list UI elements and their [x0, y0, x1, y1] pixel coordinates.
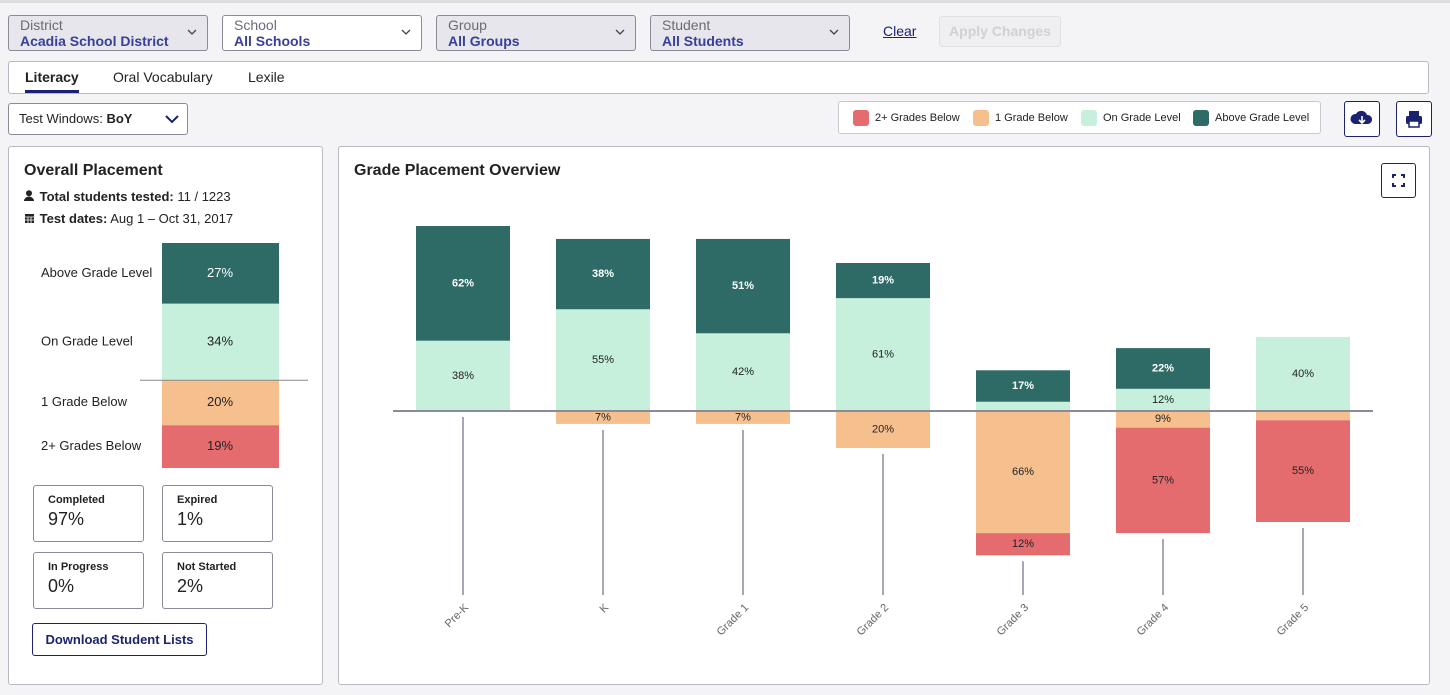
student-filter[interactable]: Student All Students — [650, 15, 850, 51]
filter-value: Acadia School District — [20, 33, 169, 49]
chevron — [829, 29, 839, 35]
tab[interactable]: Literacy — [25, 69, 79, 93]
total-tested: Total students tested: 11 / 1223 — [24, 189, 231, 204]
apply-button[interactable]: Apply Changes — [939, 16, 1061, 47]
expand-button[interactable] — [1381, 163, 1416, 198]
filter-label: Group — [448, 17, 487, 33]
status-card: Not Started 2% — [162, 552, 273, 609]
panel-title: Overall Placement — [24, 162, 163, 179]
legend-item: 2+ Grades Below — [853, 110, 960, 126]
legend-item: 1 Grade Below — [973, 110, 1068, 126]
chart-title: Grade Placement Overview — [354, 162, 561, 179]
chevron — [615, 29, 625, 35]
legend-label: 2+ Grades Below — [875, 112, 960, 124]
calendar-icon — [25, 214, 34, 223]
filter-value: All Groups — [448, 33, 520, 49]
legend-item: Above Grade Level — [1193, 110, 1309, 126]
card-value: 1% — [177, 509, 204, 529]
card-value: 97% — [48, 509, 85, 529]
card-value: 0% — [48, 576, 75, 596]
chart-panel: Grade Placement Overview — [338, 146, 1430, 685]
status-card: Completed 97% — [33, 485, 144, 542]
legend-swatch — [1193, 110, 1209, 126]
meta-label: Total students tested: — [39, 189, 174, 204]
legend: 2+ Grades Below 1 Grade Below On Grade Lev… — [838, 101, 1321, 134]
expand-icon — [1392, 174, 1405, 187]
print-icon — [1406, 111, 1422, 128]
legend-label: Above Grade Level — [1215, 112, 1310, 124]
print-button[interactable] — [1396, 101, 1432, 137]
status-card: Expired 1% — [162, 485, 273, 542]
chevron — [401, 29, 411, 35]
person-icon — [24, 190, 34, 201]
status-card: In Progress 0% — [33, 552, 144, 609]
legend-item: On Grade Level — [1081, 110, 1181, 126]
tab[interactable]: Lexile — [248, 69, 285, 85]
download-icon — [1350, 110, 1373, 125]
school-filter[interactable]: School All Schools — [222, 15, 422, 51]
card-label: Not Started — [177, 561, 237, 573]
card-label: Completed — [48, 494, 105, 506]
test-dates: Test dates: Aug 1 – Oct 31, 2017 — [24, 211, 233, 226]
meta-value: 11 / 1223 — [177, 189, 231, 204]
download-button[interactable] — [1344, 101, 1380, 137]
select-value: BoY — [106, 111, 133, 126]
district-filter[interactable]: District Acadia School District — [8, 15, 208, 51]
select-label: Test Windows: — [19, 111, 103, 126]
meta-value: Aug 1 – Oct 31, 2017 — [110, 211, 234, 226]
test-window-select[interactable]: Test Windows: BoY — [8, 103, 188, 135]
legend-label: 1 Grade Below — [995, 112, 1068, 124]
group-filter[interactable]: Group All Groups — [436, 15, 636, 51]
chevron — [187, 29, 197, 35]
download-lists-button[interactable]: Download Student Lists — [32, 623, 207, 656]
tab-bar: Literacy Oral Vocabulary Lexile — [8, 61, 1429, 94]
overall-panel: Overall Placement Total students tested:… — [8, 146, 323, 685]
meta-label: Test dates: — [39, 211, 108, 226]
filter-value: All Students — [662, 33, 744, 49]
card-label: In Progress — [48, 561, 109, 573]
top-border — [0, 0, 1450, 3]
filter-value: All Schools — [234, 33, 311, 49]
tab[interactable]: Oral Vocabulary — [113, 69, 213, 85]
clear-link[interactable]: Clear — [883, 23, 917, 39]
card-label: Expired — [177, 494, 218, 506]
filter-label: School — [234, 17, 277, 33]
chevron — [165, 115, 179, 124]
legend-label: On Grade Level — [1103, 112, 1181, 124]
legend-swatch — [853, 110, 869, 126]
card-value: 2% — [177, 576, 204, 596]
filter-label: District — [20, 17, 63, 33]
legend-swatch — [1081, 110, 1097, 126]
legend-swatch — [973, 110, 989, 126]
filter-label: Student — [662, 17, 711, 33]
